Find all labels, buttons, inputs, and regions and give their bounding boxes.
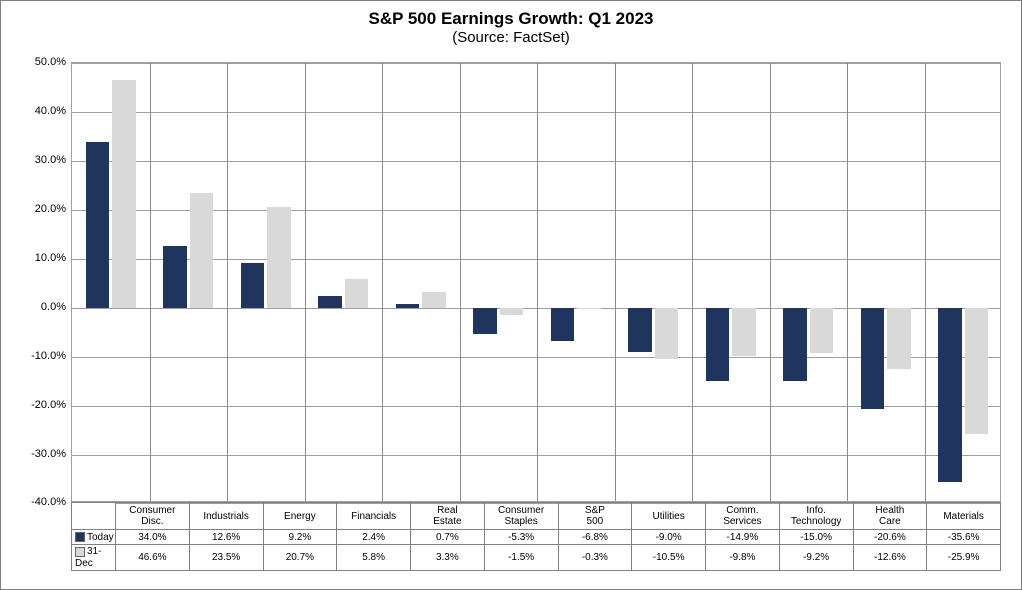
bar — [861, 308, 884, 409]
data-cell: -14.9% — [706, 530, 780, 545]
gridline — [72, 63, 1000, 64]
category-header: Comm.Services — [706, 503, 780, 530]
bar — [551, 308, 574, 341]
data-cell: -9.8% — [706, 545, 780, 570]
category-header: S&P500 — [558, 503, 632, 530]
category-separator — [227, 63, 228, 501]
category-header: Materials — [927, 503, 1001, 530]
category-header: HealthCare — [853, 503, 927, 530]
table-corner-blank — [72, 503, 116, 530]
bar — [422, 292, 445, 308]
bar — [112, 80, 135, 308]
data-table: ConsumerDisc.IndustrialsEnergyFinancials… — [71, 502, 1001, 570]
data-cell: -15.0% — [779, 530, 853, 545]
data-cell: 34.0% — [116, 530, 190, 545]
chart-subtitle: (Source: FactSet) — [11, 29, 1011, 46]
y-tick-label: -30.0% — [16, 448, 66, 460]
bar — [887, 308, 910, 370]
y-tick-label: -10.0% — [16, 350, 66, 362]
data-cell: 2.4% — [337, 530, 411, 545]
bar — [706, 308, 729, 381]
data-cell: 9.2% — [263, 530, 337, 545]
category-separator — [537, 63, 538, 501]
data-cell: -10.5% — [632, 545, 706, 570]
chart-title: S&P 500 Earnings Growth: Q1 2023 — [11, 9, 1011, 29]
legend-label: Today — [87, 532, 114, 543]
data-cell: 12.6% — [189, 530, 263, 545]
bar — [628, 308, 651, 352]
legend-swatch — [75, 532, 85, 542]
category-header: Industrials — [189, 503, 263, 530]
y-tick-label: -20.0% — [16, 399, 66, 411]
data-cell: 0.7% — [411, 530, 485, 545]
category-separator — [382, 63, 383, 501]
y-tick-label: 30.0% — [16, 154, 66, 166]
data-cell: 5.8% — [337, 545, 411, 570]
data-cell: 46.6% — [116, 545, 190, 570]
data-cell: -20.6% — [853, 530, 927, 545]
category-header: Energy — [263, 503, 337, 530]
bar — [241, 263, 264, 308]
gridline — [72, 112, 1000, 113]
category-separator — [847, 63, 848, 501]
legend-swatch — [75, 547, 85, 557]
data-table-zone: ConsumerDisc.IndustrialsEnergyFinancials… — [71, 502, 1001, 570]
data-cell: -9.0% — [632, 530, 706, 545]
category-header: Financials — [337, 503, 411, 530]
bar — [810, 308, 833, 353]
category-separator — [150, 63, 151, 501]
category-separator — [925, 63, 926, 501]
bar — [267, 207, 290, 308]
y-tick-label: 40.0% — [16, 105, 66, 117]
data-cell: -9.2% — [779, 545, 853, 570]
bar — [396, 304, 419, 307]
bar — [345, 279, 368, 307]
category-separator — [770, 63, 771, 501]
category-separator — [305, 63, 306, 501]
y-tick-label: 50.0% — [16, 56, 66, 68]
bar — [500, 308, 523, 315]
bar — [86, 142, 109, 308]
bar — [783, 308, 806, 381]
y-tick-label: 0.0% — [16, 301, 66, 313]
data-cell: -5.3% — [484, 530, 558, 545]
plot-area — [71, 62, 1001, 502]
data-cell: 3.3% — [411, 545, 485, 570]
category-separator — [460, 63, 461, 501]
legend-cell: 31-Dec — [72, 545, 116, 570]
data-cell: 23.5% — [189, 545, 263, 570]
bar — [318, 296, 341, 308]
category-separator — [692, 63, 693, 501]
gridline — [72, 161, 1000, 162]
bar — [655, 308, 678, 359]
category-header: Info.Technology — [779, 503, 853, 530]
data-cell: -6.8% — [558, 530, 632, 545]
chart-frame: S&P 500 Earnings Growth: Q1 2023 (Source… — [0, 0, 1022, 590]
category-header: ConsumerDisc. — [116, 503, 190, 530]
data-cell: -35.6% — [927, 530, 1001, 545]
bar — [732, 308, 755, 356]
category-header: ConsumerStaples — [484, 503, 558, 530]
category-separator — [615, 63, 616, 501]
bar — [938, 308, 961, 482]
data-cell: -25.9% — [927, 545, 1001, 570]
legend-cell: Today — [72, 530, 116, 545]
y-tick-label: -40.0% — [16, 496, 66, 508]
y-tick-label: 10.0% — [16, 252, 66, 264]
data-cell: -12.6% — [853, 545, 927, 570]
bar — [577, 308, 600, 309]
gridline — [72, 455, 1000, 456]
category-header: Utilities — [632, 503, 706, 530]
data-cell: 20.7% — [263, 545, 337, 570]
bar — [473, 308, 496, 334]
bar — [965, 308, 988, 435]
data-cell: -1.5% — [484, 545, 558, 570]
bar — [163, 246, 186, 308]
bar — [190, 193, 213, 308]
chart-zone: -40.0% -30.0% -20.0% -10.0% 0.0% 10.0% 20.0% 30… — [11, 52, 1011, 542]
data-cell: -0.3% — [558, 545, 632, 570]
y-tick-label: 20.0% — [16, 203, 66, 215]
category-header: RealEstate — [411, 503, 485, 530]
